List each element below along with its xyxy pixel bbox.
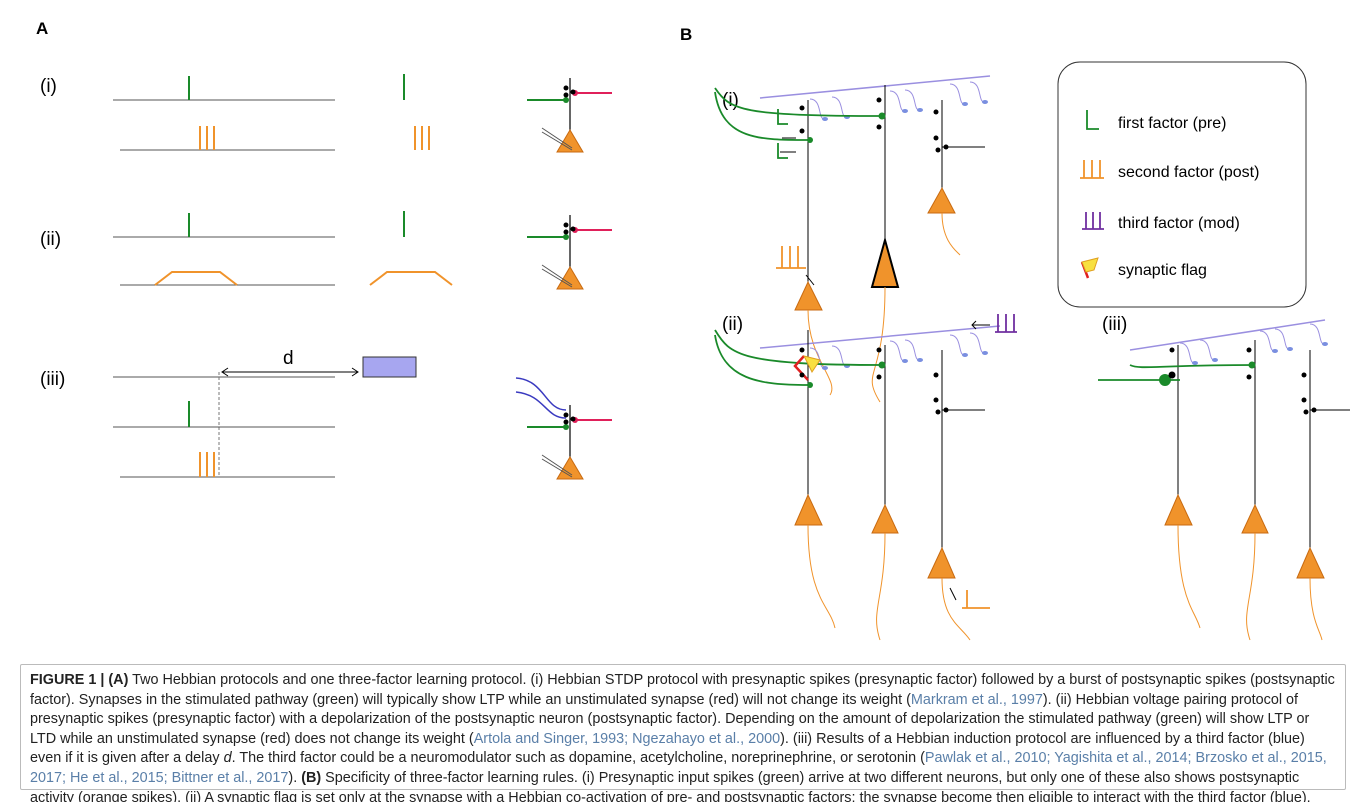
caption-normal: ). [288, 770, 301, 786]
caption-normal: . The third factor could be a neuromodul… [232, 750, 925, 766]
neuron [527, 78, 612, 152]
caption-italic: d [224, 750, 232, 766]
caption-link[interactable]: Artola and Singer, 1993; Ngezahayo et al… [474, 731, 780, 747]
row-label: (ii) [722, 314, 743, 335]
figure-drawing: A B (i) (ii) (iii) d (i) (ii) (iii) [0, 0, 1358, 662]
network-i [715, 76, 990, 402]
row-label: (iii) [40, 369, 65, 390]
caption-bold: FIGURE 1 | (A) [30, 672, 128, 688]
protocol-traces [113, 74, 452, 477]
delay-label: d [283, 348, 294, 369]
legend-entry: synaptic flag [1118, 262, 1207, 279]
row-label: (ii) [40, 229, 61, 250]
network-ii [715, 314, 1017, 640]
network-iii [1098, 320, 1350, 640]
panel-label: B [680, 25, 692, 44]
figure: A B (i) (ii) (iii) d (i) (ii) (iii) [0, 0, 1358, 802]
row-label: (i) [40, 76, 57, 97]
legend-entry: third factor (mod) [1118, 215, 1240, 232]
caption: FIGURE 1 | (A) Two Hebbian protocols and… [20, 664, 1346, 790]
caption-link[interactable]: Markram et al., 1997 [911, 692, 1043, 708]
row-label: (iii) [1102, 314, 1127, 335]
modulator-input [516, 378, 566, 418]
neuron [527, 405, 612, 479]
neuron [527, 215, 612, 289]
caption-bold: (B) [301, 770, 321, 786]
legend-entry: first factor (pre) [1118, 115, 1226, 132]
legend-entry: second factor (post) [1118, 164, 1259, 181]
panel-label: A [36, 19, 48, 38]
